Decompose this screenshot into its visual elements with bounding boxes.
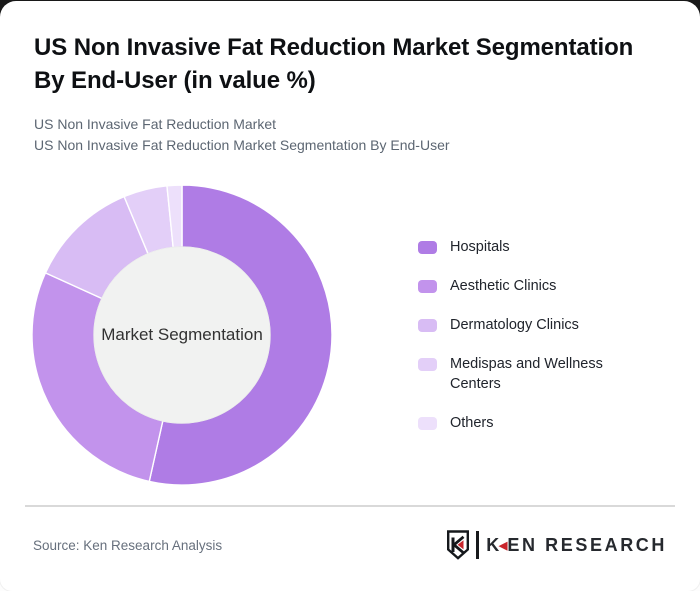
legend-label: Others <box>450 415 494 431</box>
legend-swatch <box>418 280 437 293</box>
legend-label: Hospitals <box>450 239 510 255</box>
donut-svg <box>31 184 333 486</box>
logo-divider-bar <box>476 531 480 559</box>
legend-item-hospitals[interactable]: Hospitals <box>418 237 655 257</box>
legend-item-dermatology-clinics[interactable]: Dermatology Clinics <box>418 315 655 335</box>
ken-research-logo: K ◀ EN RESEARCH <box>446 528 667 562</box>
source-text: Source: Ken Research Analysis <box>33 538 223 553</box>
legend-item-medispas-and-wellness-centers[interactable]: Medispas and Wellness Centers <box>418 354 655 394</box>
legend-item-aesthetic-clinics[interactable]: Aesthetic Clinics <box>418 276 655 296</box>
legend-swatch <box>418 358 437 371</box>
shield-k-icon <box>447 530 470 560</box>
legend-label: Medispas and Wellness Centers <box>450 356 603 392</box>
donut-inner-circle <box>93 246 271 424</box>
legend-swatch <box>418 319 437 332</box>
donut-chart: Market Segmentation <box>31 184 333 486</box>
chart-title: US Non Invasive Fat Reduction Market Seg… <box>34 31 674 97</box>
chart-title-line-2: By End-User (in value %) <box>34 67 316 94</box>
footer-divider <box>25 505 675 507</box>
logo-wordmark: K ◀ EN RESEARCH <box>486 535 667 556</box>
logo-rest: EN RESEARCH <box>507 534 667 555</box>
legend-swatch <box>418 241 437 254</box>
subtitle-line-1: US Non Invasive Fat Reduction Market <box>34 116 276 132</box>
red-triangle-icon: ◀ <box>498 540 508 552</box>
chart-subtitles: US Non Invasive Fat Reduction Market US … <box>34 114 450 156</box>
chart-legend: Hospitals Aesthetic Clinics Dermatology Cl… <box>418 237 655 433</box>
chart-title-line-1: US Non Invasive Fat Reduction Market Seg… <box>34 34 634 61</box>
legend-label: Aesthetic Clinics <box>450 278 557 294</box>
logo-letter-k: K <box>486 534 502 555</box>
subtitle-line-2: US Non Invasive Fat Reduction Market Seg… <box>34 137 450 153</box>
legend-swatch <box>418 417 437 430</box>
legend-label: Dermatology Clinics <box>450 317 579 333</box>
legend-item-others[interactable]: Others <box>418 413 655 433</box>
